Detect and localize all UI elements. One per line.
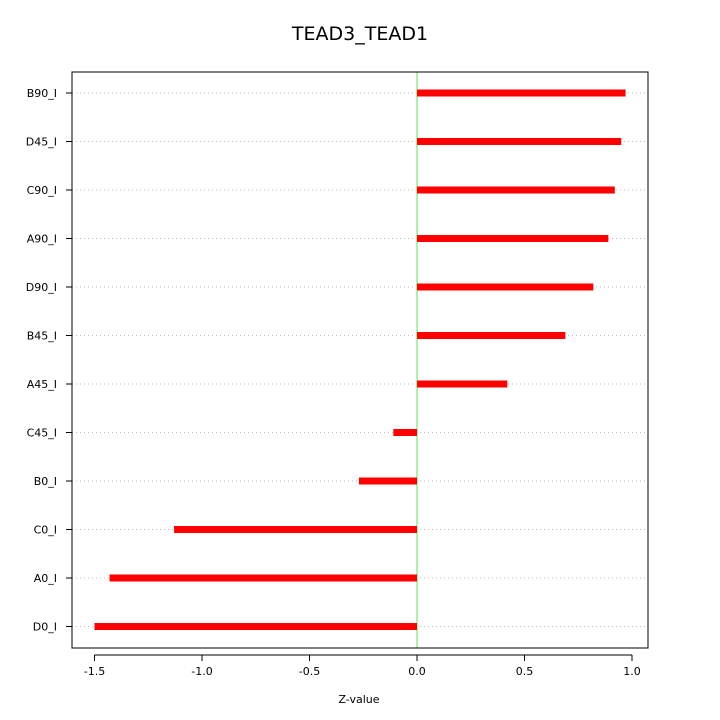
plot-frame	[71, 71, 649, 649]
bar-c90-i	[417, 186, 615, 194]
x-axis: -1.5 -1.0 -0.5 0.0 0.5 1.0	[84, 654, 641, 678]
bars	[94, 89, 626, 630]
bar-c45-i	[393, 429, 417, 436]
y-tick-label: B45_I	[27, 330, 57, 343]
y-tick-label: D45_I	[26, 136, 57, 149]
x-axis-label: Z-value	[338, 693, 379, 706]
y-tick-label: C45_I	[27, 427, 57, 440]
bar-b90-i	[417, 89, 626, 97]
y-tick-label: D90_I	[26, 281, 57, 294]
x-tick-label: 0.5	[516, 665, 534, 678]
chart-title: TEAD3_TEAD1	[291, 23, 428, 45]
y-axis: B90_I D45_I C90_I A90_I D90_I B45_I A45_I C45_I…	[26, 87, 72, 634]
y-tick-label: B0_I	[34, 475, 57, 488]
y-tick-label: A45_I	[27, 378, 57, 391]
bar-b45-i	[417, 332, 566, 339]
bar-a90-i	[417, 235, 609, 242]
grid-lines	[72, 92, 648, 627]
bar-a45-i	[417, 380, 508, 388]
y-tick-label: A90_I	[27, 233, 57, 246]
x-tick-label: -1.0	[191, 665, 212, 678]
y-tick-label: C0_I	[34, 524, 57, 537]
bar-d45-i	[417, 138, 622, 145]
x-tick-label: -1.5	[84, 665, 105, 678]
x-tick-label: 1.0	[623, 665, 641, 678]
x-tick-label: -0.5	[299, 665, 320, 678]
x-tick-label: 0.0	[408, 665, 426, 678]
y-tick-label: D0_I	[33, 621, 57, 634]
y-tick-label: B90_I	[27, 87, 57, 100]
y-tick-label: C90_I	[27, 184, 57, 197]
bar-c0-i	[174, 526, 417, 533]
bar-b0-i	[358, 477, 417, 485]
bar-a0-i	[109, 574, 418, 582]
bar-d90-i	[417, 283, 594, 291]
bar-d0-i	[94, 623, 417, 630]
y-tick-label: A0_I	[34, 572, 57, 585]
